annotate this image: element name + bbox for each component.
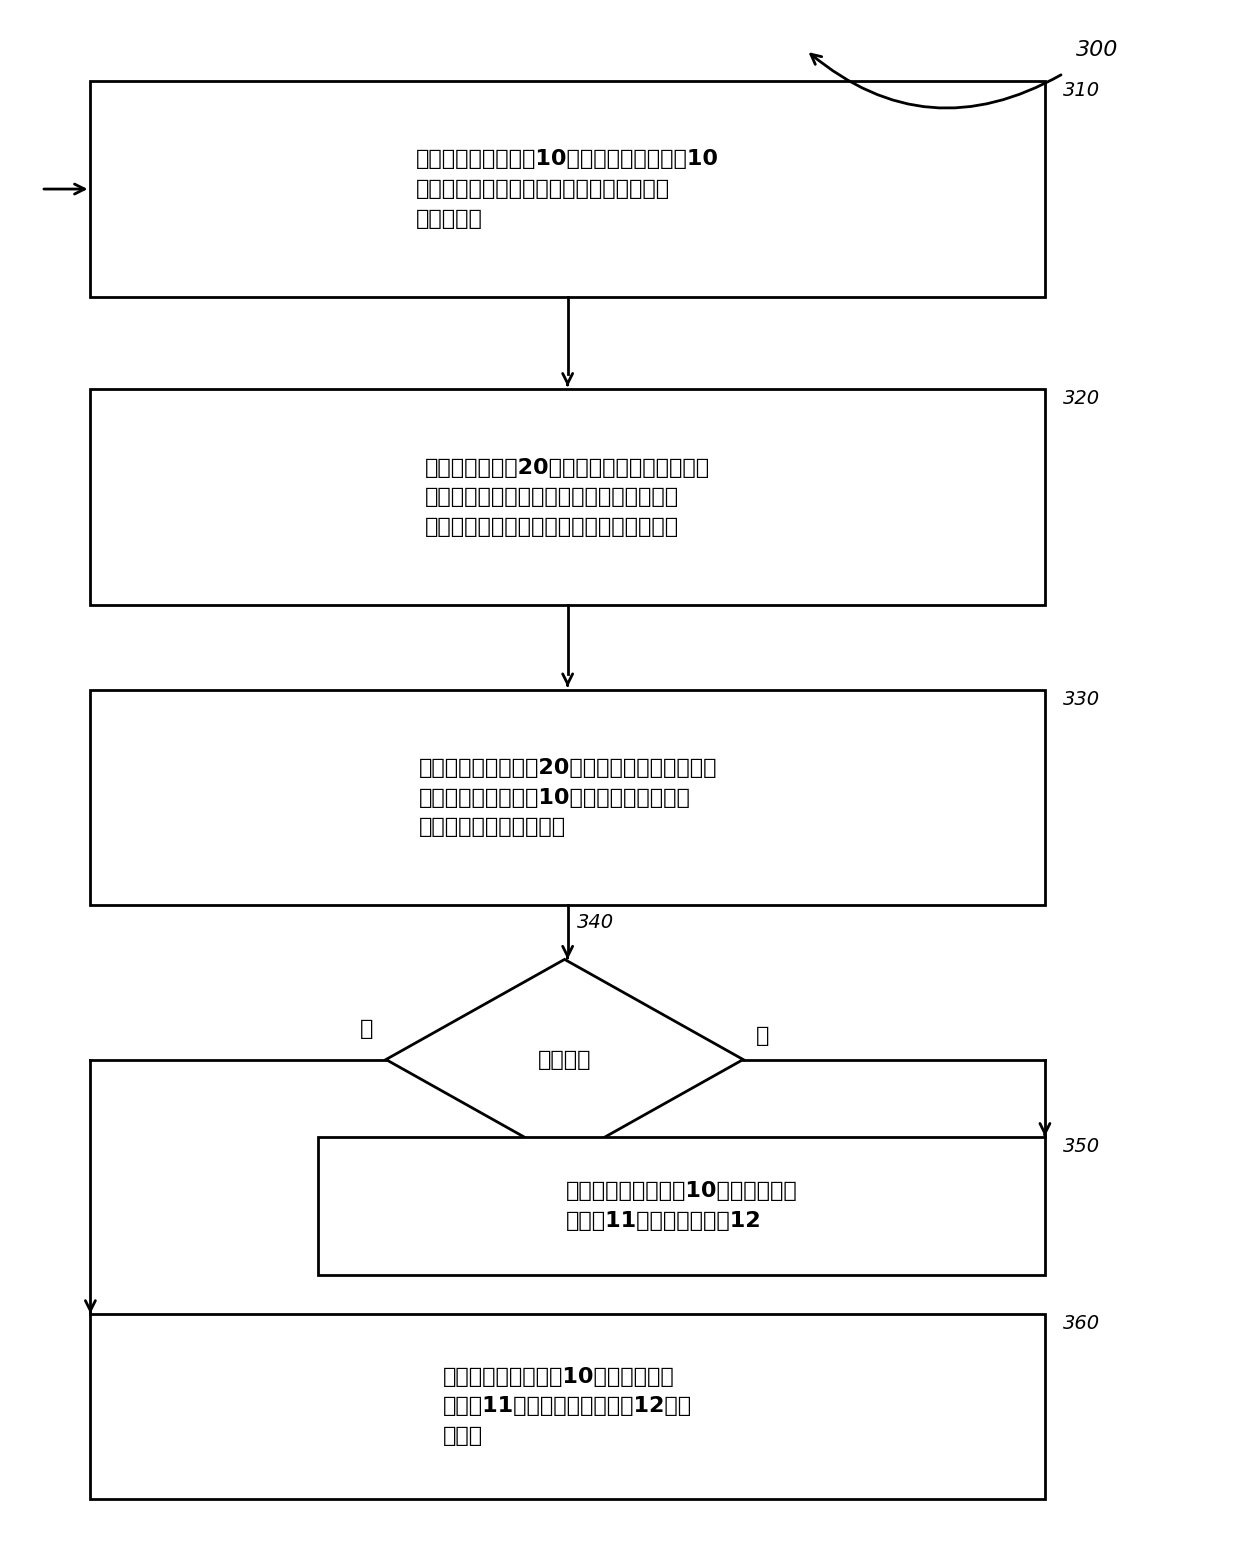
Text: 320: 320 — [1064, 389, 1101, 409]
Text: 是否清晰: 是否清晰 — [538, 1050, 591, 1069]
Text: 330: 330 — [1064, 689, 1101, 709]
Text: 点亮所述散斑投射器10，使所述散斑投射器10
投射出所述具有散斑图案的光线至所述物体
或者场景等: 点亮所述散斑投射器10，使所述散斑投射器10 投射出所述具有散斑图案的光线至所述… — [417, 149, 719, 229]
Text: 根据被所述摄像模组20拍摄的散斑图案的图案，
评价所述散斑投射器10投射的所述具有散斑
图案的光线的投射清晰度: 根据被所述摄像模组20拍摄的散斑图案的图案， 评价所述散斑投射器10投射的所述具… — [418, 757, 717, 836]
Text: 310: 310 — [1064, 81, 1101, 101]
Bar — [91, 689, 1045, 906]
Polygon shape — [386, 959, 743, 1160]
Text: 340: 340 — [577, 912, 614, 931]
Text: 是: 是 — [755, 1027, 769, 1047]
Text: 调整所述散斑投射器10的所述半导体
激光器11和所述衍射光学部件12的相
对位置: 调整所述散斑投射器10的所述半导体 激光器11和所述衍射光学部件12的相 对位置 — [443, 1366, 692, 1445]
Bar — [91, 81, 1045, 297]
Bar — [91, 1314, 1045, 1498]
Text: 通过一摄像模组20拍摄被所述物体或者场景等
反射的所述具有散斑图案的光线，以获得被
投射至所述物体或者场景的散斑图案的图案: 通过一摄像模组20拍摄被所述物体或者场景等 反射的所述具有散斑图案的光线，以获得… — [425, 457, 711, 538]
Bar — [91, 389, 1045, 606]
Text: 360: 360 — [1064, 1314, 1101, 1332]
Text: 否: 否 — [361, 1019, 373, 1039]
Text: 350: 350 — [1064, 1137, 1101, 1156]
Bar — [319, 1137, 1045, 1275]
Text: 300: 300 — [1076, 40, 1118, 60]
Text: 封装所述散斑投射器10的所述半导体
激光器11和衍射光学部件12: 封装所述散斑投射器10的所述半导体 激光器11和衍射光学部件12 — [565, 1180, 797, 1231]
